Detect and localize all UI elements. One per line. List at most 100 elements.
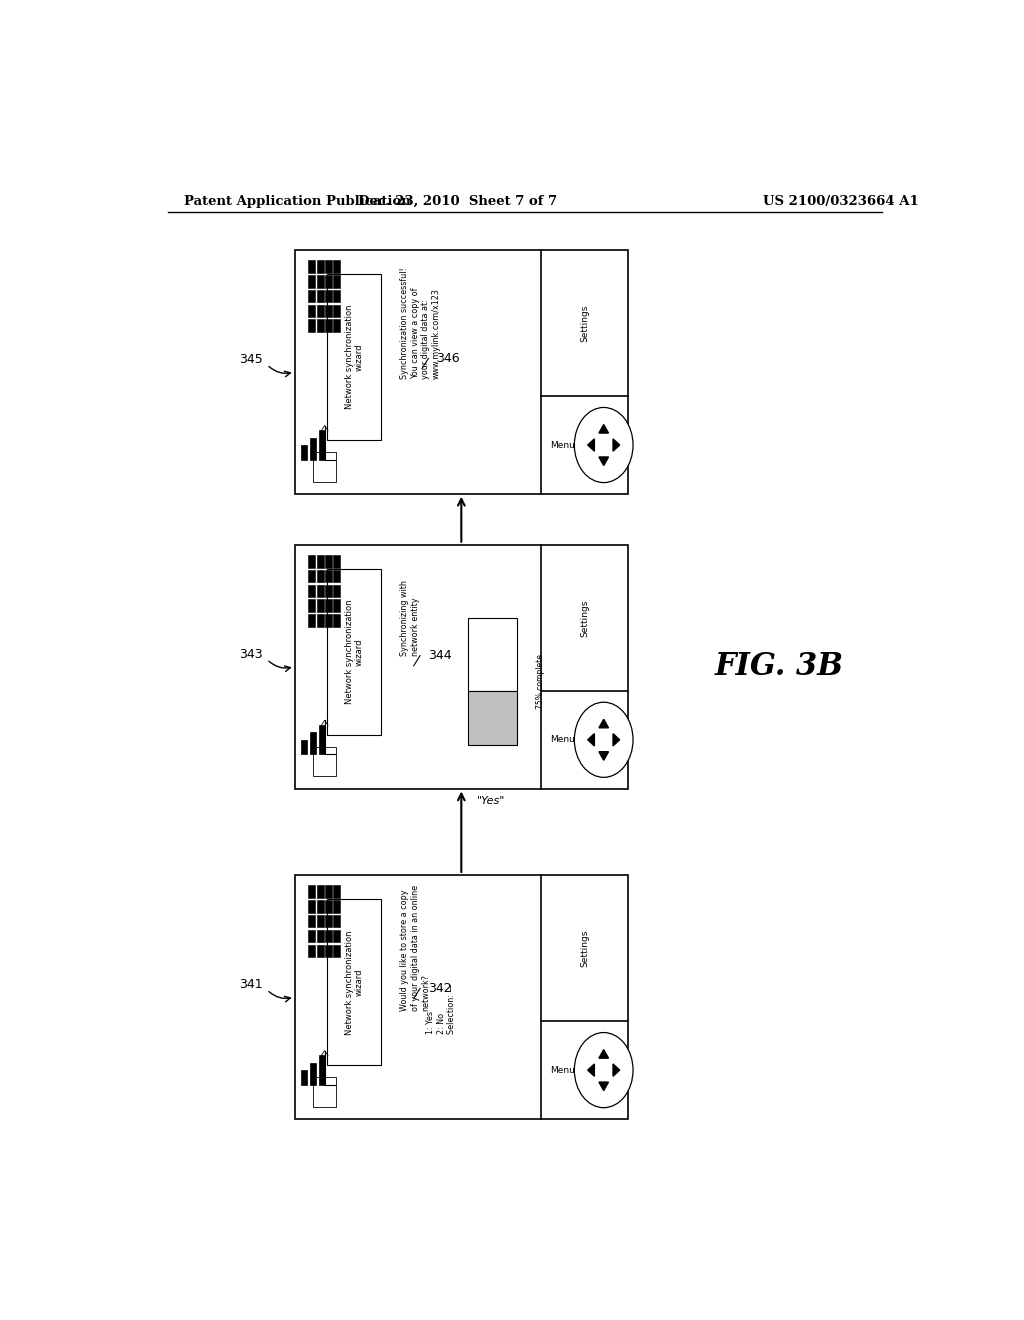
Polygon shape bbox=[599, 1082, 608, 1090]
Bar bbox=[468, 692, 517, 744]
Bar bbox=[308, 915, 315, 928]
Bar bbox=[318, 1056, 325, 1085]
Bar bbox=[308, 260, 315, 273]
Bar bbox=[318, 725, 325, 755]
Bar bbox=[334, 260, 341, 273]
Bar bbox=[308, 554, 315, 568]
Bar bbox=[325, 915, 332, 928]
Bar bbox=[468, 618, 517, 692]
Text: "Yes": "Yes" bbox=[477, 796, 506, 805]
Bar bbox=[316, 915, 324, 928]
Bar bbox=[316, 554, 324, 568]
Bar bbox=[325, 585, 332, 597]
Bar bbox=[325, 614, 332, 627]
Bar bbox=[301, 445, 307, 459]
Bar bbox=[325, 599, 332, 612]
Bar bbox=[316, 929, 324, 942]
Text: 342: 342 bbox=[428, 982, 452, 995]
Text: Synchronizing with
network entity: Synchronizing with network entity bbox=[400, 579, 420, 656]
Bar bbox=[310, 438, 316, 459]
Bar bbox=[316, 945, 324, 957]
Bar bbox=[318, 430, 325, 459]
Bar bbox=[334, 290, 341, 302]
Polygon shape bbox=[613, 734, 620, 746]
Text: Menu: Menu bbox=[551, 735, 575, 744]
Bar bbox=[308, 886, 315, 898]
Text: Would you like to store a copy
of your digital data in an online
network?: Would you like to store a copy of your d… bbox=[400, 886, 430, 1011]
Bar bbox=[316, 614, 324, 627]
Bar bbox=[313, 1077, 336, 1106]
Bar bbox=[325, 554, 332, 568]
Text: 346: 346 bbox=[436, 352, 460, 364]
Bar bbox=[310, 1063, 316, 1085]
Bar bbox=[334, 945, 341, 957]
Bar bbox=[316, 260, 324, 273]
Text: Patent Application Publication: Patent Application Publication bbox=[183, 194, 411, 207]
Bar bbox=[308, 929, 315, 942]
Polygon shape bbox=[599, 719, 608, 727]
Text: FIG. 3B: FIG. 3B bbox=[715, 651, 843, 682]
Text: US 2100/0323664 A1: US 2100/0323664 A1 bbox=[763, 194, 919, 207]
Polygon shape bbox=[588, 734, 594, 746]
Ellipse shape bbox=[574, 408, 633, 483]
Polygon shape bbox=[599, 457, 608, 466]
Bar bbox=[316, 585, 324, 597]
Bar bbox=[313, 747, 336, 776]
Text: Network synchronization
wizard: Network synchronization wizard bbox=[345, 599, 365, 704]
Text: Menu: Menu bbox=[551, 1065, 575, 1074]
Polygon shape bbox=[599, 1049, 608, 1059]
Bar bbox=[308, 599, 315, 612]
Bar bbox=[328, 899, 382, 1065]
Bar bbox=[325, 945, 332, 957]
Bar bbox=[334, 886, 341, 898]
Bar bbox=[301, 739, 307, 755]
Bar bbox=[334, 554, 341, 568]
Bar bbox=[308, 900, 315, 912]
Bar bbox=[313, 453, 336, 482]
Text: Network synchronization
wizard: Network synchronization wizard bbox=[345, 931, 365, 1035]
Bar bbox=[316, 886, 324, 898]
Bar bbox=[325, 570, 332, 582]
Bar bbox=[308, 570, 315, 582]
Bar bbox=[328, 275, 382, 440]
Bar bbox=[325, 260, 332, 273]
Bar bbox=[295, 249, 628, 494]
Bar bbox=[334, 305, 341, 317]
Ellipse shape bbox=[574, 702, 633, 777]
Bar bbox=[308, 319, 315, 333]
Ellipse shape bbox=[574, 1032, 633, 1107]
Polygon shape bbox=[599, 751, 608, 760]
Bar bbox=[316, 570, 324, 582]
Text: 75% complete: 75% complete bbox=[537, 653, 546, 709]
Bar bbox=[316, 290, 324, 302]
Text: Settings: Settings bbox=[581, 929, 589, 966]
Bar bbox=[308, 585, 315, 597]
Text: 1: Yes
2: No
Selection: —: 1: Yes 2: No Selection: — bbox=[426, 983, 456, 1035]
Bar bbox=[325, 319, 332, 333]
Bar bbox=[334, 915, 341, 928]
Text: 343: 343 bbox=[240, 648, 263, 661]
Polygon shape bbox=[613, 1064, 620, 1076]
Polygon shape bbox=[599, 425, 608, 433]
Text: Synchronization successful!
You can view a copy of
your digital data at:
www.myl: Synchronization successful! You can view… bbox=[400, 267, 440, 379]
Text: 344: 344 bbox=[428, 649, 452, 663]
Bar bbox=[316, 900, 324, 912]
Bar bbox=[301, 1071, 307, 1085]
Text: 345: 345 bbox=[240, 354, 263, 366]
Bar bbox=[325, 275, 332, 288]
Bar bbox=[316, 319, 324, 333]
Bar bbox=[325, 305, 332, 317]
Bar bbox=[334, 599, 341, 612]
Bar bbox=[316, 599, 324, 612]
Bar bbox=[325, 290, 332, 302]
Text: Network synchronization
wizard: Network synchronization wizard bbox=[345, 305, 365, 409]
Bar bbox=[334, 319, 341, 333]
Bar bbox=[316, 305, 324, 317]
Text: Menu: Menu bbox=[551, 441, 575, 450]
Bar bbox=[316, 275, 324, 288]
Bar bbox=[308, 275, 315, 288]
Bar bbox=[328, 569, 382, 735]
Text: 341: 341 bbox=[240, 978, 263, 991]
Bar bbox=[325, 900, 332, 912]
Bar bbox=[334, 614, 341, 627]
